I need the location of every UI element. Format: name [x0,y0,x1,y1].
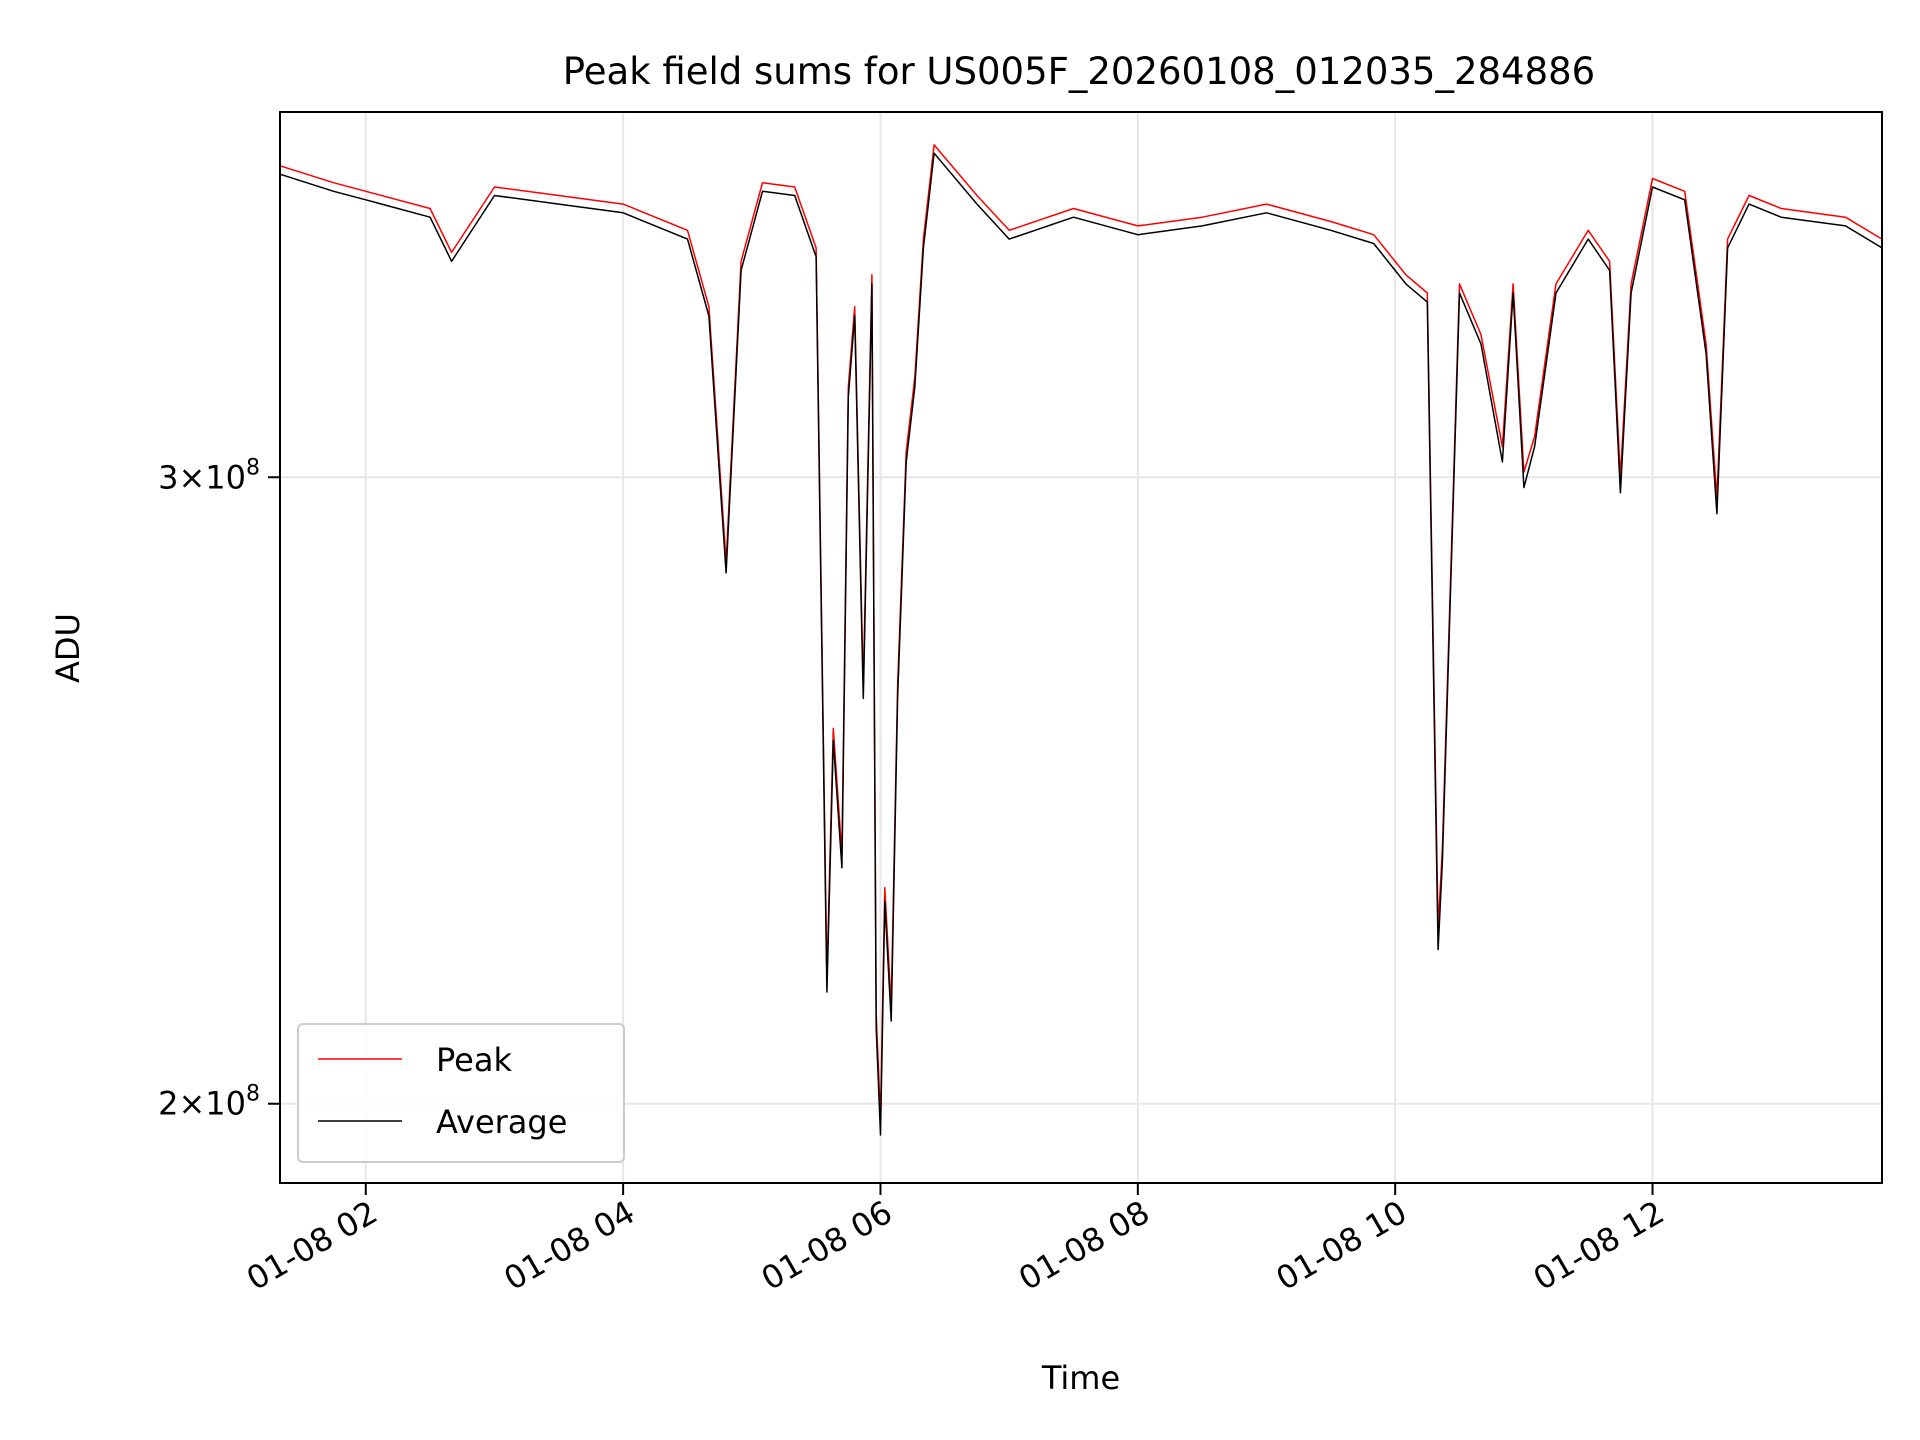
y-tick-label: 2×108 [158,1082,260,1123]
y-tick-label: 3×108 [158,455,260,496]
series-line-average [279,152,1883,1136]
legend: Peak Average [297,1023,625,1163]
y-axis-ticks: 2×108 3×108 [158,455,280,1123]
grid-lines [280,112,1882,1183]
chart-title: Peak field sums for US005F_20260108_0120… [563,50,1595,93]
legend-label-peak: Peak [436,1041,512,1079]
plot-area-frame [279,111,1883,1184]
x-axis-label: Time [1041,1359,1120,1397]
series-lines [279,144,1883,1136]
y-axis-label: ADU [49,613,87,683]
legend-label-average: Average [436,1103,567,1141]
